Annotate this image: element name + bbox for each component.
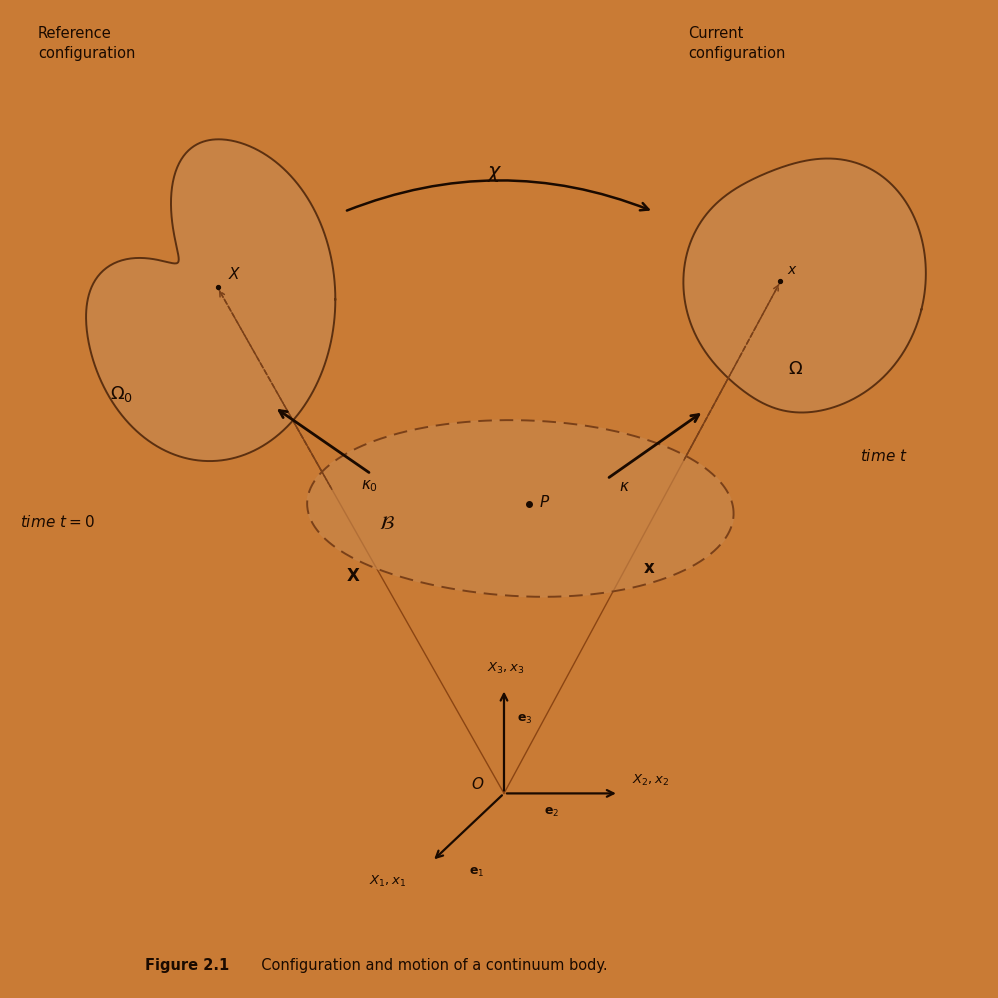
Text: $\mathbf{e}_1$: $\mathbf{e}_1$ <box>469 866 484 879</box>
Text: Current
configuration: Current configuration <box>689 26 786 61</box>
Text: time $t = 0$: time $t = 0$ <box>20 514 95 530</box>
Text: $\mathbf{e}_2$: $\mathbf{e}_2$ <box>544 806 559 819</box>
Text: $\mathbf{x}$: $\mathbf{x}$ <box>644 559 656 577</box>
Text: $\Omega$: $\Omega$ <box>788 360 803 378</box>
Text: $\mathbf{X}$: $\mathbf{X}$ <box>345 567 360 585</box>
Text: time $t$: time $t$ <box>860 448 908 464</box>
Polygon shape <box>307 420 734 597</box>
Text: $P$: $P$ <box>539 494 550 510</box>
Text: Configuration and motion of a continuum body.: Configuration and motion of a continuum … <box>252 958 608 973</box>
Text: $\mathbf{e}_3$: $\mathbf{e}_3$ <box>517 713 533 726</box>
Text: $\chi$: $\chi$ <box>487 164 503 184</box>
Text: $x$: $x$ <box>787 263 798 277</box>
Text: $\mathcal{B}$: $\mathcal{B}$ <box>379 514 395 533</box>
Text: $\kappa_0$: $\kappa_0$ <box>361 478 378 494</box>
Text: $X_2, x_2$: $X_2, x_2$ <box>632 772 670 787</box>
Text: $\kappa$: $\kappa$ <box>619 479 630 494</box>
Text: $O$: $O$ <box>471 776 484 792</box>
Text: $X_1, x_1$: $X_1, x_1$ <box>369 874 407 889</box>
Text: Figure 2.1: Figure 2.1 <box>145 958 229 973</box>
Text: Reference
configuration: Reference configuration <box>38 26 136 61</box>
Text: $X_3, x_3$: $X_3, x_3$ <box>487 661 525 676</box>
Text: $\Omega_0$: $\Omega_0$ <box>110 384 133 404</box>
Text: $\mathit{X}$: $\mathit{X}$ <box>228 266 241 282</box>
Polygon shape <box>684 159 926 412</box>
Polygon shape <box>86 140 335 461</box>
